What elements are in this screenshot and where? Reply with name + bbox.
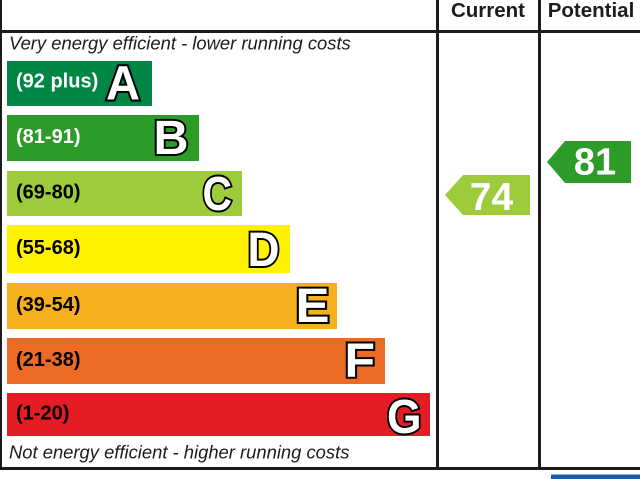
- svg-text:81: 81: [574, 142, 616, 184]
- svg-text:Potential: Potential: [548, 0, 635, 22]
- svg-text:(55-68): (55-68): [16, 237, 80, 259]
- svg-text:D: D: [248, 224, 280, 277]
- svg-text:A: A: [106, 58, 140, 111]
- svg-text:C: C: [203, 168, 233, 221]
- svg-text:(92 plus): (92 plus): [16, 71, 98, 93]
- svg-text:B: B: [154, 112, 189, 165]
- svg-text:G: G: [387, 391, 422, 444]
- svg-text:(1-20): (1-20): [16, 403, 69, 425]
- svg-text:(81-91): (81-91): [16, 126, 80, 148]
- svg-text:Not energy efficient - higher: Not energy efficient - higher running co…: [9, 442, 349, 463]
- svg-text:(69-80): (69-80): [16, 182, 80, 204]
- svg-text:(21-38): (21-38): [16, 349, 80, 371]
- svg-text:E: E: [296, 280, 330, 333]
- svg-text:74: 74: [470, 176, 514, 219]
- svg-text:(39-54): (39-54): [16, 294, 80, 316]
- svg-text:F: F: [345, 335, 376, 388]
- svg-text:Current: Current: [451, 0, 525, 22]
- svg-text:Very energy efficient - lower: Very energy efficient - lower running co…: [9, 33, 351, 54]
